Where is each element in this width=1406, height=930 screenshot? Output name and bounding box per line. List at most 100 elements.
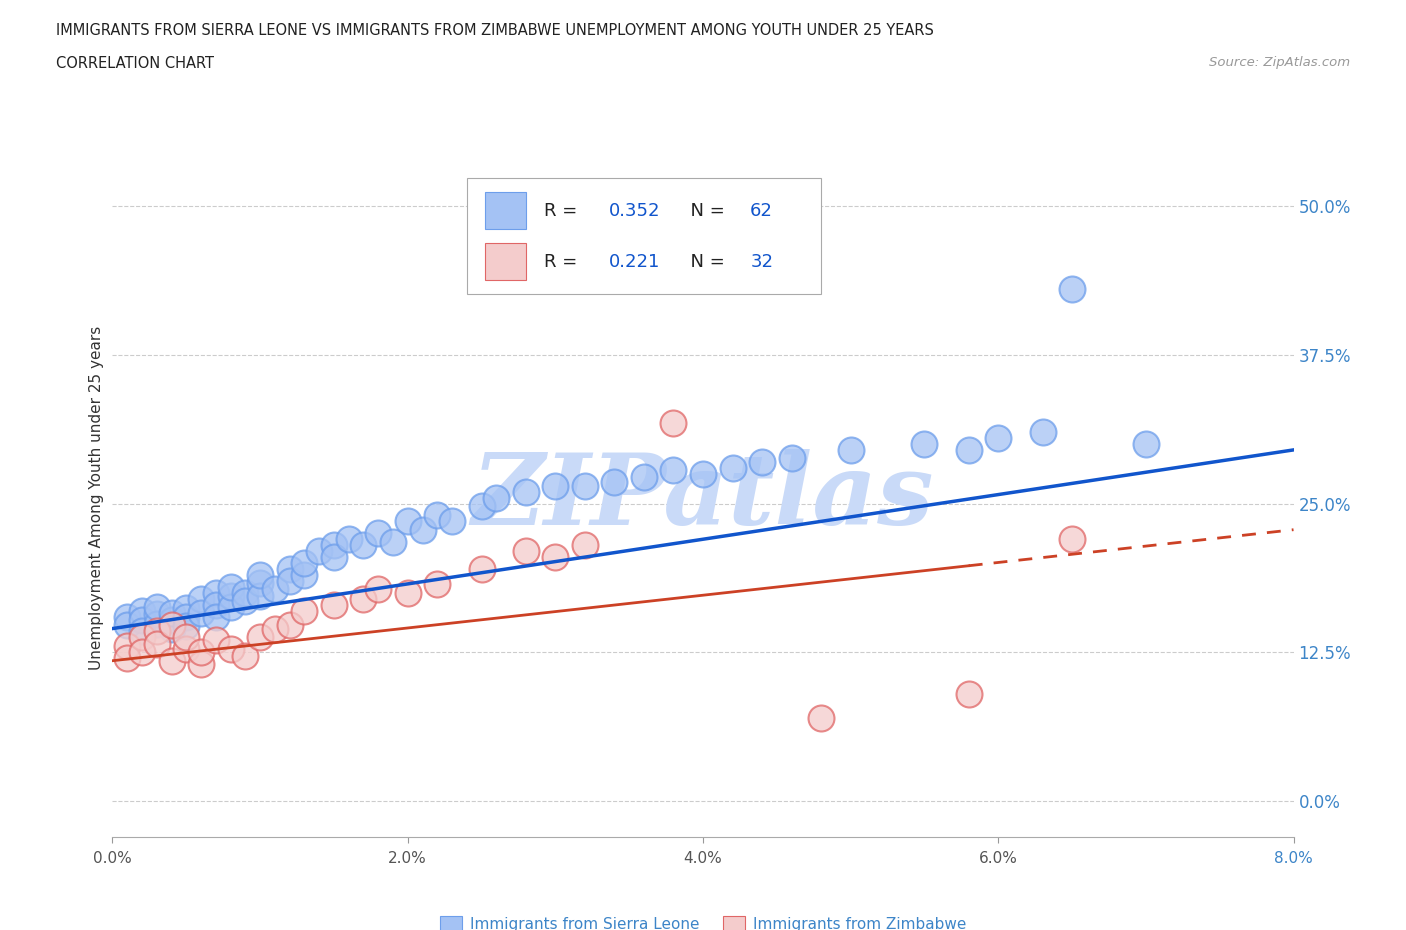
Point xyxy=(160,605,183,620)
Point xyxy=(160,618,183,632)
Legend: Immigrants from Sierra Leone, Immigrants from Zimbabwe: Immigrants from Sierra Leone, Immigrants… xyxy=(433,910,973,930)
Text: 32: 32 xyxy=(751,253,773,271)
Text: N =: N = xyxy=(679,253,731,271)
Point xyxy=(264,582,287,597)
Point xyxy=(544,478,567,493)
Point xyxy=(987,431,1010,445)
Point xyxy=(117,651,138,666)
Text: 8.0%: 8.0% xyxy=(1274,851,1313,866)
Point xyxy=(292,567,315,582)
Point xyxy=(633,470,655,485)
Point xyxy=(485,490,508,505)
Point xyxy=(146,600,169,615)
Point xyxy=(515,544,537,559)
Text: 0.221: 0.221 xyxy=(609,253,659,271)
Point xyxy=(117,609,138,624)
Point xyxy=(219,589,242,604)
Text: 6.0%: 6.0% xyxy=(979,851,1018,866)
Point xyxy=(367,582,389,597)
Point xyxy=(471,498,494,513)
Text: 0.352: 0.352 xyxy=(609,202,659,219)
Point xyxy=(205,633,228,648)
Point xyxy=(264,621,287,636)
Point xyxy=(249,630,271,644)
Point xyxy=(382,534,405,549)
Point xyxy=(574,538,596,552)
Point xyxy=(219,579,242,594)
Point xyxy=(603,474,626,489)
Point xyxy=(174,609,197,624)
Point xyxy=(190,644,212,659)
Point xyxy=(233,593,256,608)
Point xyxy=(574,478,596,493)
Point xyxy=(367,525,389,540)
Point xyxy=(957,686,980,701)
Point xyxy=(160,653,183,668)
Point xyxy=(249,576,271,591)
Point xyxy=(146,637,169,652)
Point xyxy=(292,604,315,618)
Point xyxy=(219,642,242,657)
Text: 4.0%: 4.0% xyxy=(683,851,723,866)
Point xyxy=(190,605,212,620)
Point xyxy=(751,455,773,470)
Point xyxy=(233,648,256,663)
Point xyxy=(914,436,936,451)
Text: 0.0%: 0.0% xyxy=(93,851,132,866)
Point xyxy=(810,711,832,725)
Point xyxy=(160,613,183,628)
Text: R =: R = xyxy=(544,202,582,219)
Point xyxy=(426,577,449,591)
Point xyxy=(219,600,242,615)
Point xyxy=(1062,282,1084,297)
Point xyxy=(249,589,271,604)
Point xyxy=(662,415,685,430)
Text: 62: 62 xyxy=(751,202,773,219)
Point xyxy=(131,623,153,638)
Text: ZIPatlas: ZIPatlas xyxy=(472,449,934,546)
Point xyxy=(146,617,169,631)
Point xyxy=(692,466,714,481)
Point xyxy=(323,538,346,552)
Point xyxy=(323,597,346,612)
Point xyxy=(957,443,980,458)
Point xyxy=(117,618,138,632)
Point xyxy=(131,630,153,644)
Point xyxy=(278,618,301,632)
Point xyxy=(174,601,197,616)
FancyBboxPatch shape xyxy=(467,179,821,294)
Point xyxy=(131,644,153,659)
Point xyxy=(515,485,537,499)
Point xyxy=(412,523,434,538)
Point xyxy=(131,613,153,628)
FancyBboxPatch shape xyxy=(485,243,526,280)
Text: Source: ZipAtlas.com: Source: ZipAtlas.com xyxy=(1209,56,1350,69)
Point xyxy=(174,642,197,657)
Point xyxy=(146,623,169,638)
Y-axis label: Unemployment Among Youth under 25 years: Unemployment Among Youth under 25 years xyxy=(89,326,104,670)
Point xyxy=(160,621,183,636)
Text: IMMIGRANTS FROM SIERRA LEONE VS IMMIGRANTS FROM ZIMBABWE UNEMPLOYMENT AMONG YOUT: IMMIGRANTS FROM SIERRA LEONE VS IMMIGRAN… xyxy=(56,23,934,38)
Point xyxy=(721,460,744,475)
Point xyxy=(441,514,464,529)
Point xyxy=(174,618,197,633)
Point xyxy=(249,567,271,582)
Text: 2.0%: 2.0% xyxy=(388,851,427,866)
Point xyxy=(292,555,315,570)
Point xyxy=(471,562,494,577)
Point xyxy=(426,508,449,523)
Point xyxy=(190,591,212,606)
Point xyxy=(1032,425,1054,440)
Text: CORRELATION CHART: CORRELATION CHART xyxy=(56,56,214,71)
Point xyxy=(780,451,803,466)
Point xyxy=(205,585,228,600)
Point xyxy=(662,463,685,478)
Point xyxy=(323,550,346,565)
Point xyxy=(205,597,228,612)
Point xyxy=(308,544,330,559)
Point xyxy=(396,514,419,529)
Point xyxy=(190,657,212,671)
Point xyxy=(544,550,567,565)
Point xyxy=(205,609,228,624)
Text: R =: R = xyxy=(544,253,588,271)
